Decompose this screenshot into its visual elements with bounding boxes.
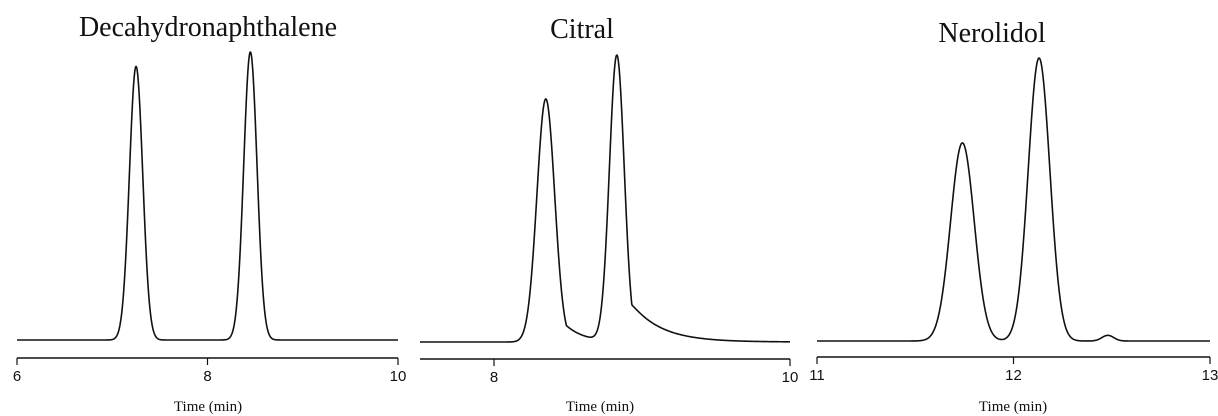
panel-citral: Citral 8 10 Time (min) [419, 14, 799, 415]
chromatogram-trace [16, 51, 399, 341]
x-axis-label: Time (min) [566, 399, 634, 415]
x-tick-label: 10 [782, 369, 799, 386]
x-axis-label: Time (min) [979, 399, 1047, 415]
panel-title: Decahydronaphthalene [79, 12, 337, 43]
x-tick-label: 8 [490, 369, 498, 386]
x-tick-label: 6 [13, 368, 21, 385]
panel-decahydronaphthalene: Decahydronaphthalene 6 8 10 Time (min) [13, 12, 407, 415]
x-axis-ticks: 6 8 10 [13, 358, 407, 385]
x-tick-label: 12 [1005, 367, 1022, 384]
panel-title: Citral [550, 14, 614, 45]
x-tick-label: 8 [203, 368, 211, 385]
x-axis-ticks: 11 12 13 [809, 357, 1218, 384]
x-tick-label: 13 [1202, 367, 1218, 384]
panel-title: Nerolidol [938, 18, 1046, 49]
panel-nerolidol: Nerolidol 11 12 13 Time (min) [809, 18, 1218, 415]
x-axis-ticks: 8 10 [490, 359, 799, 386]
chromatogram-trace [816, 57, 1211, 342]
x-tick-label: 10 [390, 368, 407, 385]
chromatogram-trace [419, 54, 791, 343]
x-tick-label: 11 [809, 367, 825, 384]
x-axis-label: Time (min) [174, 399, 242, 415]
